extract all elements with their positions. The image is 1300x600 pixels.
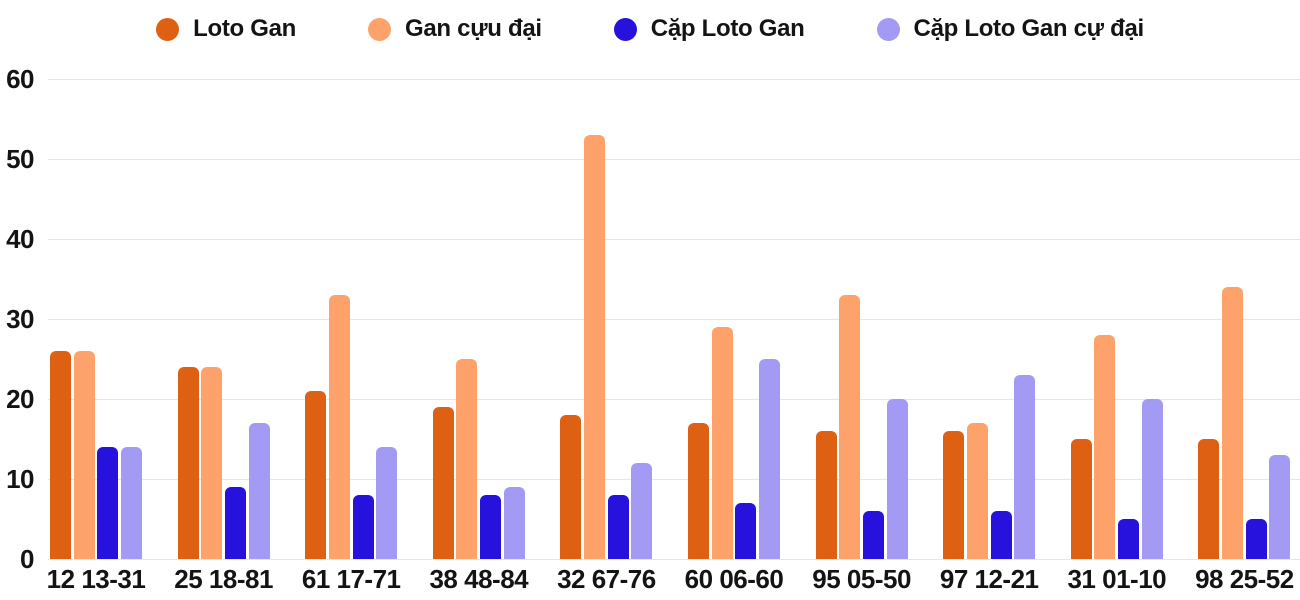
bar-gan-cựu-đại-98-25-52 xyxy=(1222,287,1244,559)
bar-loto-gan-95-05-50 xyxy=(815,431,837,559)
gridline xyxy=(48,79,1300,80)
legend-marker-circle-icon xyxy=(876,17,900,41)
gridline xyxy=(48,159,1300,160)
y-axis-tick-label: 20 xyxy=(6,384,34,414)
y-axis-tick-label: 10 xyxy=(6,464,34,494)
y-axis-tick-label: 40 xyxy=(6,224,34,254)
bar-group-97-12-21 xyxy=(943,79,1036,559)
bar-gan-cựu-đại-95-05-50 xyxy=(839,295,861,559)
x-axis-tick-label: 12 13-31 xyxy=(46,564,146,594)
legend-item-label: Cặp Loto Gan cự đại xyxy=(913,15,1145,42)
legend: Loto Gan Gan cựu đại Cặp Loto Gan Cặp Loto … xyxy=(0,7,1300,51)
gridline xyxy=(48,399,1300,400)
x-axis-tick-label: 38 48-84 xyxy=(429,564,529,594)
bar-group-38-48-84 xyxy=(432,79,525,559)
x-axis-tick-label: 32 67-76 xyxy=(557,564,656,594)
bar-cặp-loto-gan-cự-đại-12-13-31 xyxy=(120,447,142,559)
bar-cặp-loto-gan-61-17-71 xyxy=(352,495,374,559)
bar-cặp-loto-gan-60-06-60 xyxy=(735,503,757,559)
bar-group-25-18-81 xyxy=(177,79,270,559)
legend-item-1[interactable]: Loto Gan xyxy=(156,15,296,43)
bar-gan-cựu-đại-61-17-71 xyxy=(328,295,350,559)
bar-loto-gan-32-67-76 xyxy=(560,415,582,559)
bar-group-32-67-76 xyxy=(560,79,653,559)
bar-group-95-05-50 xyxy=(815,79,908,559)
gridline xyxy=(48,319,1300,320)
bar-cặp-loto-gan-cự-đại-31-01-10 xyxy=(1141,399,1163,559)
bar-cặp-loto-gan-cự-đại-25-18-81 xyxy=(248,423,270,559)
bar-cặp-loto-gan-31-01-10 xyxy=(1118,519,1140,559)
legend-marker-circle-icon xyxy=(613,17,637,41)
bar-loto-gan-25-18-81 xyxy=(177,367,199,559)
legend-marker-circle-icon xyxy=(156,17,180,41)
bar-group-12-13-31 xyxy=(50,79,142,559)
bar-gan-cựu-đại-32-67-76 xyxy=(584,135,606,559)
bar-group-60-06-60 xyxy=(688,79,780,559)
bar-cặp-loto-gan-97-12-21 xyxy=(990,511,1012,559)
bar-loto-gan-97-12-21 xyxy=(943,431,965,559)
legend-item-label: Loto Gan xyxy=(193,15,297,42)
bar-cặp-loto-gan-12-13-31 xyxy=(97,447,119,559)
bar-cặp-loto-gan-95-05-50 xyxy=(862,511,884,559)
bar-cặp-loto-gan-cự-đại-98-25-52 xyxy=(1269,455,1291,559)
bar-cặp-loto-gan-cự-đại-60-06-60 xyxy=(758,359,780,559)
bar-gan-cựu-đại-12-13-31 xyxy=(73,351,95,559)
bar-loto-gan-60-06-60 xyxy=(688,423,709,559)
y-axis-tick-label: 30 xyxy=(6,304,34,334)
bar-gan-cựu-đại-31-01-10 xyxy=(1094,335,1116,559)
gridline xyxy=(48,239,1300,240)
x-axis-tick-label: 98 25-52 xyxy=(1195,564,1294,594)
bar-loto-gan-38-48-84 xyxy=(432,407,454,559)
bar-group-61-17-71 xyxy=(305,79,398,559)
x-axis-tick-label: 60 06-60 xyxy=(684,564,784,594)
legend-item-label: Cặp Loto Gan xyxy=(650,15,805,42)
bar-loto-gan-12-13-31 xyxy=(50,351,71,559)
bar-gan-cựu-đại-25-18-81 xyxy=(201,367,223,559)
bar-cặp-loto-gan-cự-đại-61-17-71 xyxy=(376,447,398,559)
bar-cặp-loto-gan-cự-đại-38-48-84 xyxy=(503,487,525,559)
x-axis-tick-label: 61 17-71 xyxy=(301,564,401,594)
x-axis-tick-label: 25 18-81 xyxy=(174,564,273,594)
bar-gan-cựu-đại-60-06-60 xyxy=(711,327,733,559)
bar-group-31-01-10 xyxy=(1070,79,1163,559)
bar-loto-gan-61-17-71 xyxy=(305,391,327,559)
bar-cặp-loto-gan-cự-đại-97-12-21 xyxy=(1014,375,1036,559)
legend-item-3[interactable]: Cặp Loto Gan xyxy=(613,15,805,43)
x-axis-tick-label: 95 05-50 xyxy=(812,564,911,594)
bar-loto-gan-31-01-10 xyxy=(1070,439,1092,559)
bar-cặp-loto-gan-cự-đại-32-67-76 xyxy=(631,463,653,559)
y-axis-tick-label: 0 xyxy=(20,544,34,574)
bar-group-98-25-52 xyxy=(1198,79,1291,559)
y-axis-tick-label: 60 xyxy=(6,64,34,94)
bar-cặp-loto-gan-cự-đại-95-05-50 xyxy=(886,399,908,559)
legend-item-label: Gan cựu đại xyxy=(405,15,542,42)
y-axis-tick-label: 50 xyxy=(6,144,34,174)
bar-cặp-loto-gan-38-48-84 xyxy=(480,495,502,559)
bar-gan-cựu-đại-38-48-84 xyxy=(456,359,478,559)
gridline xyxy=(48,559,1300,560)
legend-item-2[interactable]: Gan cựu đại xyxy=(368,15,542,43)
legend-marker-circle-icon xyxy=(368,17,392,41)
bar-gan-cựu-đại-97-12-21 xyxy=(966,423,988,559)
legend-item-4[interactable]: Cặp Loto Gan cự đại xyxy=(876,15,1145,43)
bar-loto-gan-98-25-52 xyxy=(1198,439,1220,559)
x-axis-tick-label: 31 01-10 xyxy=(1067,564,1167,594)
gridline xyxy=(48,479,1300,480)
bar-cặp-loto-gan-25-18-81 xyxy=(224,487,246,559)
bar-cặp-loto-gan-32-67-76 xyxy=(607,495,629,559)
x-axis-tick-label: 97 12-21 xyxy=(939,564,1039,594)
bar-cặp-loto-gan-98-25-52 xyxy=(1245,519,1267,559)
